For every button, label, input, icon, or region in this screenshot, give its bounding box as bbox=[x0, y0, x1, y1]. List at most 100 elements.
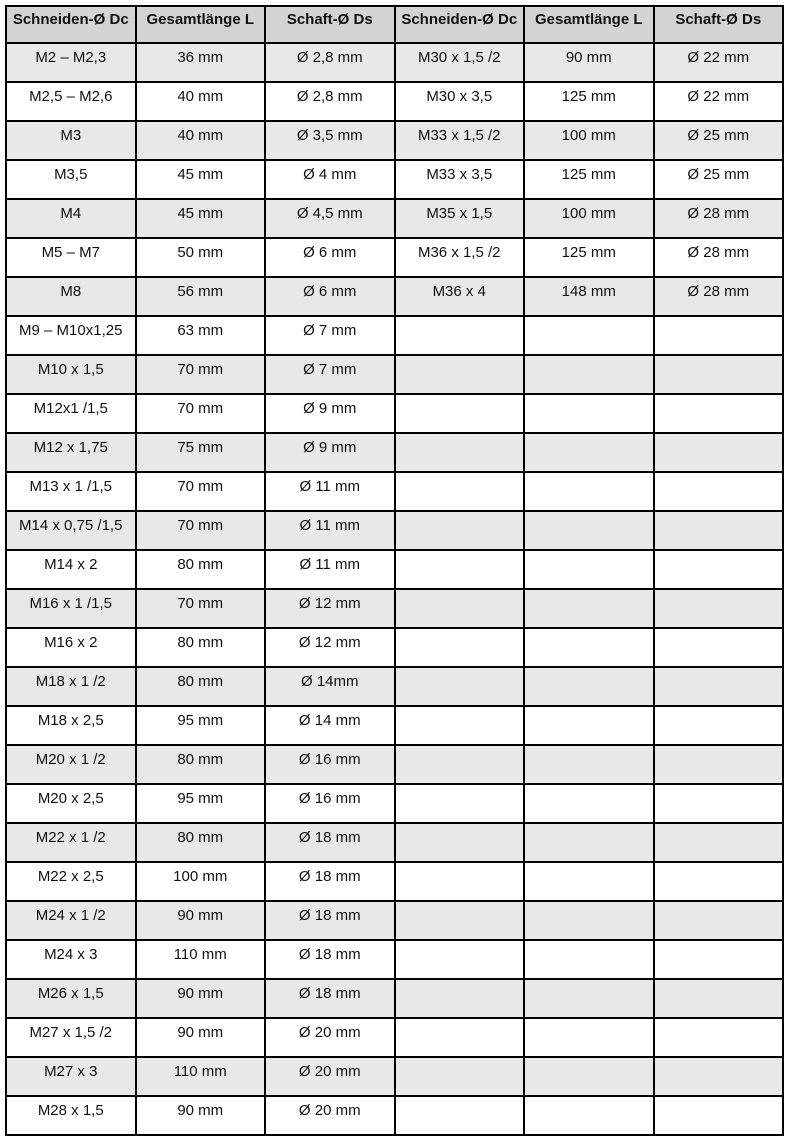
cell-cutting-diameter bbox=[393, 354, 525, 395]
cell-total-length bbox=[523, 822, 655, 863]
cell-shank-diameter: Ø 4 mm bbox=[264, 159, 396, 200]
header-total-length: Gesamtlänge L bbox=[523, 5, 655, 44]
table-row: M10 x 1,5 70 mm Ø 7 mm bbox=[5, 354, 784, 395]
cell-shank-diameter bbox=[652, 627, 784, 668]
table-row: M4 45 mm Ø 4,5 mm M35 x 1,5 100 mm Ø 28 mm bbox=[5, 198, 784, 239]
cell-cutting-diameter bbox=[393, 744, 525, 785]
cell-total-length bbox=[523, 900, 655, 941]
cell-total-length: 110 mm bbox=[134, 1056, 266, 1097]
cell-cutting-diameter: M33 x 3,5 bbox=[393, 159, 525, 200]
cell-total-length: 125 mm bbox=[523, 237, 655, 278]
cell-shank-diameter bbox=[652, 393, 784, 434]
table-row: M5 – M7 50 mm Ø 6 mm M36 x 1,5 /2 125 mm Ø 28… bbox=[5, 237, 784, 278]
cell-cutting-diameter: M30 x 1,5 /2 bbox=[393, 42, 525, 83]
cell-shank-diameter bbox=[652, 471, 784, 512]
cell-total-length bbox=[523, 549, 655, 590]
cell-total-length bbox=[523, 354, 655, 395]
cell-shank-diameter: Ø 11 mm bbox=[264, 549, 396, 590]
cell-total-length: 70 mm bbox=[134, 510, 266, 551]
header-total-length: Gesamtlänge L bbox=[134, 5, 266, 44]
cell-shank-diameter: Ø 25 mm bbox=[652, 159, 784, 200]
cell-shank-diameter bbox=[652, 822, 784, 863]
cell-total-length bbox=[523, 666, 655, 707]
table-row: M20 x 1 /2 80 mm Ø 16 mm bbox=[5, 744, 784, 785]
header-shank-diameter: Schaft-Ø Ds bbox=[264, 5, 396, 44]
cell-shank-diameter bbox=[652, 783, 784, 824]
cell-cutting-diameter bbox=[393, 393, 525, 434]
cell-shank-diameter: Ø 7 mm bbox=[264, 315, 396, 356]
cell-total-length: 95 mm bbox=[134, 783, 266, 824]
cell-cutting-diameter: M3 bbox=[5, 120, 137, 161]
cell-shank-diameter: Ø 18 mm bbox=[264, 900, 396, 941]
cell-cutting-diameter bbox=[393, 783, 525, 824]
cell-cutting-diameter bbox=[393, 822, 525, 863]
cell-shank-diameter bbox=[652, 1017, 784, 1058]
cell-total-length bbox=[523, 588, 655, 629]
thread-tool-dimensions-table: Schneiden-Ø Dc Gesamtlänge L Schaft-Ø Ds Sc… bbox=[5, 5, 784, 1136]
cell-shank-diameter: Ø 18 mm bbox=[264, 978, 396, 1019]
cell-total-length: 40 mm bbox=[134, 81, 266, 122]
cell-total-length bbox=[523, 783, 655, 824]
cell-cutting-diameter: M14 x 2 bbox=[5, 549, 137, 590]
cell-total-length bbox=[523, 315, 655, 356]
cell-total-length: 125 mm bbox=[523, 159, 655, 200]
cell-cutting-diameter: M27 x 1,5 /2 bbox=[5, 1017, 137, 1058]
cell-cutting-diameter bbox=[393, 978, 525, 1019]
cell-shank-diameter bbox=[652, 1095, 784, 1136]
cell-total-length: 70 mm bbox=[134, 471, 266, 512]
table-row: M18 x 2,5 95 mm Ø 14 mm bbox=[5, 705, 784, 746]
cell-shank-diameter: Ø 6 mm bbox=[264, 276, 396, 317]
table-row: M13 x 1 /1,5 70 mm Ø 11 mm bbox=[5, 471, 784, 512]
cell-shank-diameter: Ø 12 mm bbox=[264, 627, 396, 668]
cell-total-length: 95 mm bbox=[134, 705, 266, 746]
cell-total-length: 90 mm bbox=[134, 1017, 266, 1058]
table-row: M24 x 1 /2 90 mm Ø 18 mm bbox=[5, 900, 784, 941]
cell-total-length: 80 mm bbox=[134, 744, 266, 785]
cell-cutting-diameter bbox=[393, 549, 525, 590]
cell-cutting-diameter bbox=[393, 939, 525, 980]
table-row: M12 x 1,75 75 mm Ø 9 mm bbox=[5, 432, 784, 473]
cell-cutting-diameter bbox=[393, 627, 525, 668]
cell-total-length: 80 mm bbox=[134, 627, 266, 668]
cell-cutting-diameter: M4 bbox=[5, 198, 137, 239]
cell-shank-diameter bbox=[652, 510, 784, 551]
table-row: M22 x 2,5 100 mm Ø 18 mm bbox=[5, 861, 784, 902]
cell-shank-diameter bbox=[652, 354, 784, 395]
cell-shank-diameter: Ø 14mm bbox=[264, 666, 396, 707]
table-row: M26 x 1,5 90 mm Ø 18 mm bbox=[5, 978, 784, 1019]
table-row: M3 40 mm Ø 3,5 mm M33 x 1,5 /2 100 mm Ø 25 mm bbox=[5, 120, 784, 161]
cell-total-length: 45 mm bbox=[134, 198, 266, 239]
cell-total-length: 70 mm bbox=[134, 354, 266, 395]
cell-total-length: 110 mm bbox=[134, 939, 266, 980]
cell-total-length: 50 mm bbox=[134, 237, 266, 278]
cell-shank-diameter: Ø 9 mm bbox=[264, 432, 396, 473]
cell-shank-diameter: Ø 16 mm bbox=[264, 744, 396, 785]
table-row: M3,5 45 mm Ø 4 mm M33 x 3,5 125 mm Ø 25 mm bbox=[5, 159, 784, 200]
cell-total-length bbox=[523, 744, 655, 785]
cell-cutting-diameter bbox=[393, 432, 525, 473]
cell-shank-diameter bbox=[652, 1056, 784, 1097]
cell-cutting-diameter bbox=[393, 510, 525, 551]
cell-cutting-diameter: M28 x 1,5 bbox=[5, 1095, 137, 1136]
header-cutting-diameter: Schneiden-Ø Dc bbox=[5, 5, 137, 44]
cell-total-length bbox=[523, 705, 655, 746]
cell-total-length: 90 mm bbox=[134, 978, 266, 1019]
cell-cutting-diameter: M2 – M2,3 bbox=[5, 42, 137, 83]
cell-total-length: 100 mm bbox=[523, 198, 655, 239]
cell-total-length bbox=[523, 471, 655, 512]
table-row: M28 x 1,5 90 mm Ø 20 mm bbox=[5, 1095, 784, 1136]
table-row: M14 x 2 80 mm Ø 11 mm bbox=[5, 549, 784, 590]
cell-shank-diameter: Ø 20 mm bbox=[264, 1095, 396, 1136]
table-row: M20 x 2,5 95 mm Ø 16 mm bbox=[5, 783, 784, 824]
cell-total-length bbox=[523, 861, 655, 902]
cell-shank-diameter: Ø 14 mm bbox=[264, 705, 396, 746]
table-row: M8 56 mm Ø 6 mm M36 x 4 148 mm Ø 28 mm bbox=[5, 276, 784, 317]
cell-total-length: 36 mm bbox=[134, 42, 266, 83]
cell-shank-diameter: Ø 18 mm bbox=[264, 939, 396, 980]
cell-shank-diameter bbox=[652, 939, 784, 980]
cell-total-length: 40 mm bbox=[134, 120, 266, 161]
table-row: M22 x 1 /2 80 mm Ø 18 mm bbox=[5, 822, 784, 863]
cell-shank-diameter: Ø 4,5 mm bbox=[264, 198, 396, 239]
cell-total-length bbox=[523, 939, 655, 980]
cell-cutting-diameter bbox=[393, 315, 525, 356]
